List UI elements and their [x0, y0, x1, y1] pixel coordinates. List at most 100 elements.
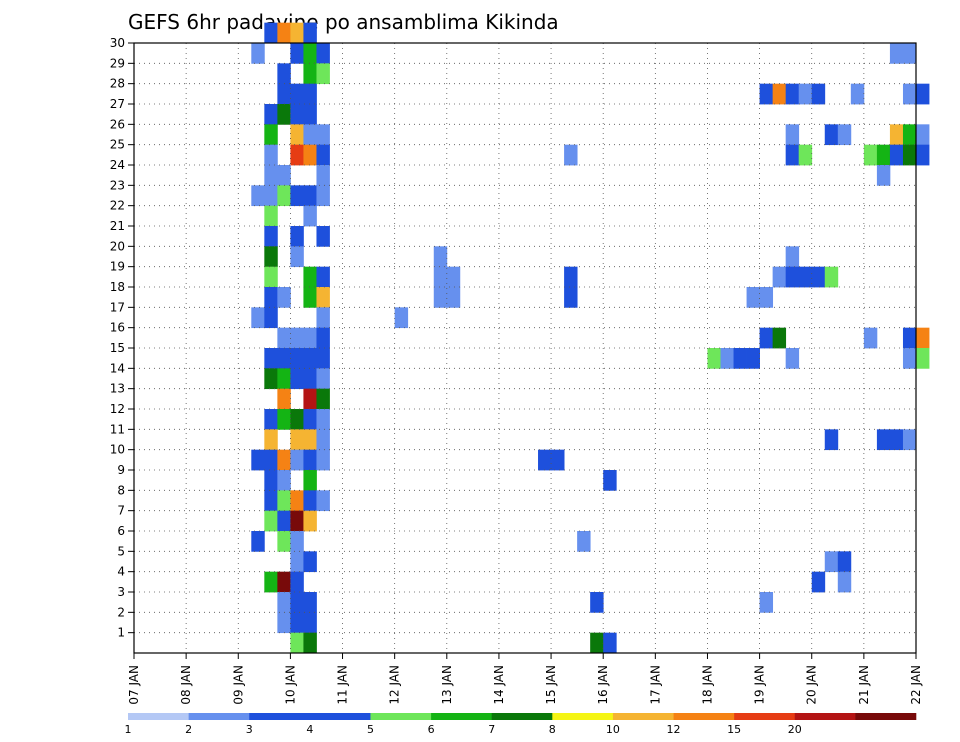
heatmap-cell: [290, 185, 304, 207]
heatmap-cell: [916, 327, 930, 349]
legend-swatch: [794, 713, 856, 720]
y-tick-label: 10: [110, 443, 125, 457]
y-tick-label: 15: [110, 341, 125, 355]
heatmap-cell: [590, 632, 604, 654]
heatmap-cell: [759, 83, 774, 105]
heatmap-cell: [902, 348, 917, 369]
heatmap-cell: [277, 63, 291, 85]
heatmap-cell: [303, 368, 317, 390]
heatmap-cell: [277, 531, 291, 552]
heatmap-cell: [316, 43, 330, 64]
heatmap-cell: [876, 429, 891, 451]
heatmap-cell: [564, 266, 578, 288]
heatmap-cell: [303, 632, 317, 654]
heatmap-cell: [290, 632, 304, 654]
heatmap-cell: [264, 266, 278, 288]
y-tick-label: 23: [110, 178, 125, 192]
heatmap-cell: [746, 287, 760, 308]
heatmap-cell: [824, 124, 839, 146]
heatmap-cell: [290, 22, 304, 44]
heatmap-cell: [251, 531, 265, 552]
x-tick-label: 09 JAN: [231, 665, 245, 705]
chart-title: GEFS 6hr padavine po ansamblima Kikinda: [128, 10, 559, 34]
heatmap-cell: [290, 246, 304, 268]
heatmap-cell: [251, 449, 265, 471]
y-tick-label: 26: [110, 117, 125, 131]
y-tick-label: 8: [117, 483, 125, 497]
heatmap-cell: [303, 551, 317, 573]
heatmap-cell: [290, 83, 304, 105]
heatmap-cell: [902, 124, 917, 146]
heatmap-cell: [290, 551, 304, 573]
y-tick-label: 16: [110, 321, 125, 335]
legend-label: 10: [606, 723, 620, 736]
heatmap-cell: [316, 307, 330, 329]
heatmap-cell: [433, 266, 448, 288]
heatmap-cell: [811, 571, 826, 593]
heatmap-cell: [264, 144, 278, 166]
heatmap-cell: [303, 592, 317, 613]
heatmap-cell: [876, 165, 891, 186]
legend-label: 7: [488, 723, 495, 736]
y-tick-label: 14: [110, 361, 125, 375]
heatmap-cell: [772, 83, 787, 105]
heatmap-cell: [316, 388, 330, 410]
x-axis: 07 JAN 08 JAN 09 JAN 10 JAN 11 JAN 12 JAN 13 J…: [127, 653, 923, 705]
legend-swatch: [673, 713, 735, 720]
heatmap-cell: [290, 592, 304, 613]
heatmap-cell: [303, 124, 317, 146]
heatmap-cell: [303, 409, 317, 430]
heatmap-cell: [902, 429, 917, 451]
heatmap-cell: [316, 144, 330, 166]
heatmap-cell: [277, 327, 291, 349]
heatmap-cell: [277, 388, 291, 410]
legend-swatch: [491, 713, 553, 720]
heatmap-cell: [785, 348, 800, 369]
x-tick-label: 13 JAN: [440, 665, 454, 705]
y-tick-label: 9: [117, 463, 125, 477]
heatmap-cell: [290, 429, 304, 451]
heatmap-cell: [290, 531, 304, 552]
heatmap-cell: [316, 409, 330, 430]
x-tick-label: 18 JAN: [700, 665, 714, 705]
heatmap-cell: [746, 348, 760, 369]
heatmap-cell: [290, 327, 304, 349]
heatmap-cell: [251, 307, 265, 329]
y-tick-label: 22: [110, 199, 125, 213]
heatmap-cell: [916, 83, 930, 105]
heatmap-cell: [850, 83, 865, 105]
heatmap-cell: [277, 104, 291, 125]
heatmap-cell: [785, 144, 800, 166]
heatmap-cell: [316, 449, 330, 471]
y-tick-label: 18: [110, 280, 125, 294]
legend-swatch: [188, 713, 250, 720]
heatmap-cell: [876, 144, 891, 166]
legend-label: 5: [367, 723, 374, 736]
heatmap-cell: [316, 185, 330, 207]
heatmap-cell: [290, 124, 304, 146]
heatmap-cell: [303, 144, 317, 166]
heatmap-cell: [303, 185, 317, 207]
heatmap-cell: [264, 205, 278, 227]
heatmap-cell: [303, 22, 317, 44]
heatmap-cell: [251, 185, 265, 207]
x-tick-label: 14 JAN: [492, 665, 506, 705]
x-tick-label: 10 JAN: [283, 665, 297, 705]
heatmap-cell: [303, 104, 317, 125]
heatmap-cell: [772, 266, 787, 288]
heatmap-cell: [316, 124, 330, 146]
heatmap-cell: [264, 124, 278, 146]
heatmap-cell: [264, 510, 278, 532]
heatmap-cell: [290, 409, 304, 430]
heatmap-cell: [264, 287, 278, 308]
heatmap-cell: [303, 205, 317, 227]
heatmap-cell: [446, 266, 461, 288]
heatmap-cell: [277, 470, 291, 491]
legend-swatch: [552, 713, 614, 720]
x-tick-label: 08 JAN: [179, 665, 193, 705]
x-tick-label: 17 JAN: [648, 665, 662, 705]
heatmap-cell: [394, 307, 409, 329]
heatmap-cell: [590, 592, 604, 613]
heatmap-cell: [303, 287, 317, 308]
legend-label: 3: [246, 723, 253, 736]
